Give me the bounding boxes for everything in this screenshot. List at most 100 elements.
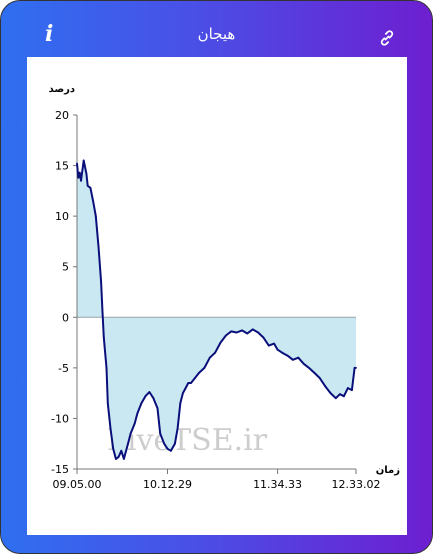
data-point (184, 387, 187, 389)
y-tick-label: 0 (62, 311, 69, 324)
data-point (292, 358, 294, 361)
card-header: i هیجان (1, 1, 432, 57)
x-tick-label: 11.34.33 (253, 478, 302, 491)
data-point (109, 427, 112, 430)
data-point (117, 456, 120, 458)
data-point (276, 348, 279, 351)
data-point (308, 367, 310, 369)
x-tick-label: 10.12.29 (143, 478, 192, 491)
data-point (115, 458, 117, 460)
data-point (324, 385, 326, 387)
data-point (194, 377, 196, 379)
chart-panel: درصد زمان LiveTSE.ir -15 -10 -5 0 5 10 15 20 09.… (27, 57, 407, 535)
link-icon[interactable] (378, 29, 396, 47)
y-tick-label: 15 (55, 160, 69, 173)
y-tick-label: 20 (55, 109, 69, 122)
data-point (262, 336, 265, 339)
data-point (170, 449, 172, 452)
data-point (281, 351, 284, 354)
data-point (94, 215, 97, 218)
data-point (241, 329, 243, 332)
emotion-chart: درصد زمان LiveTSE.ir -15 -10 -5 0 5 10 15 20 09.… (49, 84, 401, 491)
data-point (203, 367, 206, 369)
data-point (76, 162, 78, 165)
data-point (235, 331, 238, 334)
data-point (159, 432, 162, 435)
data-point (318, 377, 321, 379)
y-tick-label: -15 (51, 463, 69, 476)
data-point (273, 342, 275, 345)
data-point (225, 334, 227, 337)
data-point (339, 393, 341, 396)
data-point (77, 176, 80, 179)
data-point (267, 344, 270, 347)
data-point (148, 391, 151, 393)
data-point (230, 330, 233, 333)
data-point (208, 356, 211, 359)
data-point (80, 179, 82, 182)
data-point (163, 442, 166, 445)
data-point (176, 427, 179, 430)
data-point (182, 392, 184, 394)
data-point (86, 184, 89, 187)
data-point (353, 367, 356, 369)
data-point (129, 432, 132, 435)
data-point (120, 449, 123, 452)
data-point (286, 354, 289, 357)
data-point (92, 200, 94, 202)
area-fill (77, 160, 356, 459)
data-point (140, 402, 143, 405)
data-point (100, 281, 102, 283)
y-tick-label: 5 (62, 261, 69, 274)
data-point (101, 311, 104, 314)
data-point (347, 387, 349, 389)
x-axis-label: زمان (376, 465, 400, 476)
chart-plot-area: -15 -10 -5 0 5 10 15 20 09.05.00 10.12.29 11.34.33… (51, 109, 380, 491)
data-point (82, 159, 85, 162)
data-point (355, 367, 357, 369)
data-point (343, 395, 345, 398)
data-point (246, 332, 249, 335)
data-point (313, 372, 316, 374)
data-point (89, 186, 92, 189)
info-icon[interactable]: i (45, 21, 54, 47)
x-tick-label: 09.05.00 (53, 478, 102, 491)
data-point (334, 397, 337, 400)
data-point (219, 341, 222, 344)
data-point (85, 172, 88, 175)
data-point (257, 331, 259, 334)
y-tick-label: 10 (55, 210, 69, 223)
data-point (297, 356, 300, 359)
y-tick-label: -5 (58, 362, 69, 375)
data-point (133, 422, 136, 425)
data-point (187, 382, 190, 384)
data-point (127, 442, 129, 445)
y-tick-label: -10 (51, 412, 69, 425)
data-point (144, 395, 147, 398)
data-point (102, 336, 105, 339)
y-axis-label: درصد (49, 84, 75, 95)
data-point (136, 412, 139, 415)
data-point (156, 407, 159, 410)
data-point (106, 402, 109, 405)
data-point (198, 372, 200, 374)
data-point (78, 171, 81, 174)
data-point (152, 397, 155, 400)
data-point (214, 351, 217, 354)
series-line (76, 159, 356, 460)
watermark: LiveTSE.ir (107, 423, 268, 458)
data-point (97, 245, 100, 248)
data-point (174, 442, 176, 445)
data-point (105, 367, 108, 369)
data-point (112, 447, 115, 450)
card-title: هیجان (197, 25, 236, 43)
data-point (302, 362, 305, 365)
data-point (251, 328, 254, 331)
data-point (329, 392, 332, 394)
data-point (166, 447, 169, 450)
data-point (351, 389, 353, 391)
data-point (190, 382, 192, 384)
x-tick-label: 12.33.02 (332, 478, 381, 491)
data-point (179, 402, 182, 405)
